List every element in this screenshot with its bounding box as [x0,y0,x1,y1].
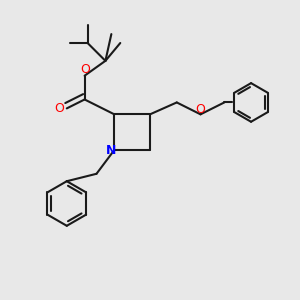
Text: N: N [106,143,116,157]
Text: O: O [196,103,206,116]
Text: O: O [54,102,64,115]
Text: O: O [80,63,90,76]
